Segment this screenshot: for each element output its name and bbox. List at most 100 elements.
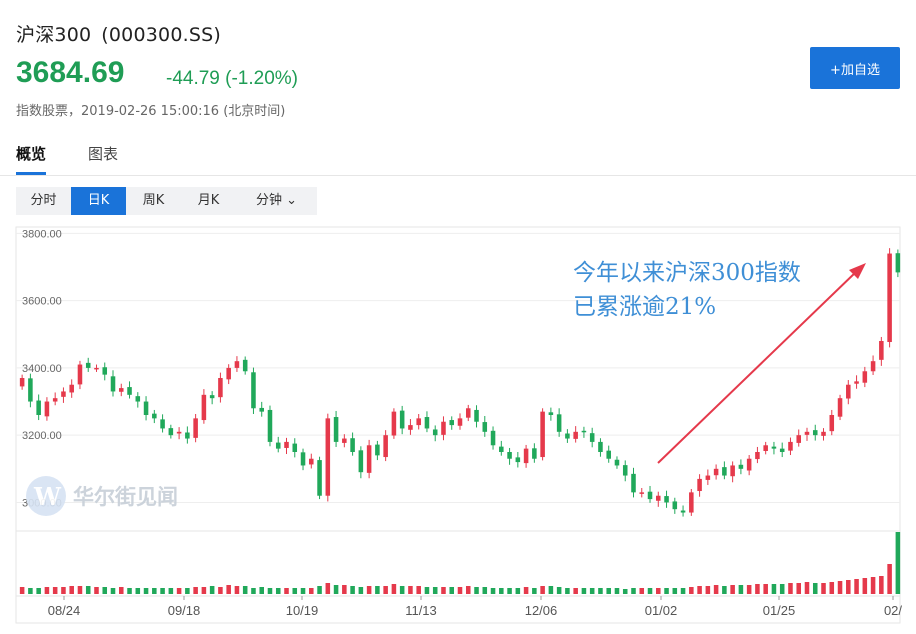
volume-bar [251, 588, 256, 594]
period-daily[interactable]: 日K [71, 187, 126, 215]
volume-bar [581, 588, 587, 594]
candle-body [713, 468, 719, 476]
candle-body [366, 445, 372, 473]
volume-bar [143, 588, 149, 594]
candle-body [895, 253, 901, 273]
candle-body [540, 411, 545, 458]
candle-body [292, 443, 298, 452]
volume-bar [292, 588, 298, 594]
volume-bar [52, 587, 58, 594]
period-intraday[interactable]: 分时 [30, 193, 57, 208]
y-tick-label: 3800.00 [22, 228, 62, 240]
candle-body [846, 384, 851, 399]
volume-bar [532, 588, 537, 594]
volume-bar [36, 588, 41, 594]
candle-body [631, 473, 636, 493]
volume-bar [441, 587, 446, 594]
volume-bar [746, 585, 752, 594]
volume-bar [722, 586, 727, 594]
candle-body [234, 361, 240, 368]
volume-bar [614, 588, 620, 594]
volume-bar [490, 588, 496, 594]
candle-body [135, 396, 141, 402]
candle-body [160, 419, 165, 429]
volume-bar [573, 588, 578, 594]
y-tick-label: 3600.00 [22, 296, 62, 308]
candle-body [639, 492, 645, 494]
volume-bar [639, 588, 645, 594]
candle-body [622, 465, 628, 476]
period-selector: 分时 日K 周K 月K 分钟 ⌄ [16, 187, 317, 215]
candle-body [755, 452, 760, 460]
volume-bar [837, 581, 843, 594]
period-minute-dropdown[interactable]: 分钟 ⌄ [255, 193, 298, 208]
candle-body [69, 384, 74, 393]
volume-bar [647, 588, 653, 594]
volume-bar [102, 587, 108, 594]
volume-bar [118, 587, 124, 594]
candle-body [812, 430, 818, 436]
volume-bar [234, 586, 240, 594]
volume-bar [457, 587, 463, 594]
tab-overview[interactable]: 概览 [16, 143, 47, 175]
volume-bar [94, 587, 99, 594]
volume-bar [515, 588, 521, 594]
volume-bar [755, 584, 760, 594]
volume-bar [705, 586, 711, 594]
volume-bar [771, 584, 777, 594]
candle-body [515, 457, 521, 463]
volume-bar [275, 588, 281, 594]
volume-bar [424, 587, 430, 594]
volume-bar [556, 587, 562, 594]
volume-bar [672, 588, 678, 594]
candle-body [416, 418, 421, 426]
candle-body [854, 381, 859, 384]
candle-body [499, 446, 504, 452]
volume-bar [565, 588, 570, 594]
price-change: -44.79 (-1.20%) [166, 68, 299, 89]
volume-bar [656, 588, 661, 594]
volume-bar [631, 588, 636, 594]
period-monthly[interactable]: 月K [197, 193, 220, 208]
stock-name: 沪深300 [16, 24, 92, 46]
volume-bar [523, 587, 529, 594]
candle-body [44, 401, 50, 417]
candle-body [532, 448, 537, 459]
volume-bar [317, 586, 322, 594]
candle-body [358, 450, 364, 473]
volume-bar [664, 588, 669, 594]
volume-bar [540, 586, 545, 594]
volume-bar [383, 586, 388, 594]
volume-bar [152, 588, 157, 594]
volume-bar [895, 532, 901, 594]
stock-code: (000300.SS) [101, 24, 221, 46]
candle-body [779, 448, 785, 452]
candle-body [523, 448, 529, 464]
candle-body [829, 415, 835, 432]
candle-body [680, 510, 686, 513]
candle-body [457, 418, 463, 426]
y-tick-label: 3200.00 [22, 430, 62, 442]
volume-bar [763, 584, 768, 594]
volume-bar [399, 586, 405, 594]
x-tick-label: 09/18 [168, 603, 201, 618]
candle-body [28, 378, 33, 402]
watermark: W 华尔街见闻 [26, 476, 178, 516]
volume-bar [85, 586, 91, 594]
volume-bar [713, 585, 719, 594]
volume-bar [870, 577, 876, 594]
candle-body [19, 378, 25, 387]
volume-bar [862, 578, 868, 594]
candle-body [251, 372, 256, 409]
volume-bar [499, 588, 504, 594]
candle-body [507, 452, 512, 459]
candle-body [870, 361, 876, 372]
period-weekly[interactable]: 周K [142, 193, 165, 208]
volume-bar [28, 588, 33, 594]
candle-body [490, 430, 496, 446]
tab-charts[interactable]: 图表 [88, 145, 119, 163]
volume-bar [135, 588, 141, 594]
add-to-watchlist-button[interactable]: +加自选 [810, 47, 900, 89]
volume-bar [846, 580, 851, 594]
